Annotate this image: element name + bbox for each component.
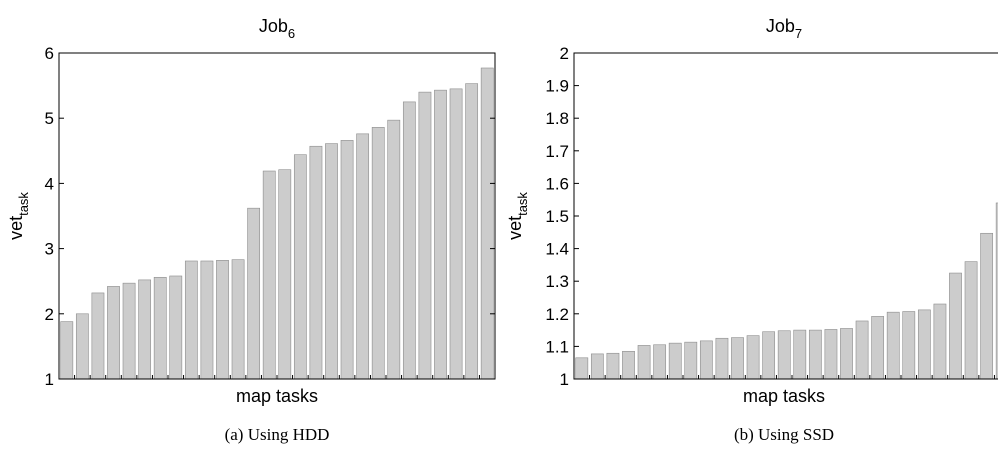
chart-ssd-title: Job7 — [766, 16, 802, 41]
chart-hdd-title-main: Job — [259, 16, 288, 36]
chart-hdd-bar — [449, 88, 463, 380]
chart-hdd-bar — [60, 321, 74, 380]
chart-ssd-y-tick-label: 1.9 — [545, 77, 569, 96]
chart-ssd-bar — [917, 309, 931, 380]
chart-hdd-bar — [309, 145, 323, 380]
chart-ssd-y-label-sub: task — [515, 192, 530, 216]
chart-ssd-y-tick-label: 1.7 — [545, 142, 569, 161]
chart-ssd-bar — [653, 344, 667, 380]
chart-ssd-y-tick-label: 1.3 — [545, 272, 569, 291]
chart-hdd-y-tick-label: 1 — [45, 370, 54, 389]
chart-ssd-bar — [575, 357, 589, 380]
chart-hdd-bar — [278, 169, 292, 380]
chart-hdd-title-sub: 6 — [288, 26, 295, 41]
chart-hdd-bar — [184, 260, 198, 380]
chart-ssd-bar — [699, 340, 713, 380]
chart-hdd-plot-frame — [58, 52, 496, 380]
chart-ssd-bars — [575, 202, 998, 380]
caption-hdd: (a) Using HDD — [224, 425, 330, 444]
chart-ssd-y-label-main: vet — [505, 216, 525, 240]
chart-ssd: Job7 1 1.1 1.2 1.3 1.4 1.5 1.6 1.7 1.8 1.9 2 map t… — [505, 16, 998, 406]
chart-hdd-bar — [387, 119, 401, 380]
chart-hdd-bar — [480, 67, 494, 380]
chart-hdd-bar — [325, 143, 338, 380]
chart-ssd-bar — [824, 329, 838, 380]
chart-ssd-bar — [949, 272, 962, 380]
chart-ssd-y-label: vettask — [505, 192, 530, 240]
chart-ssd-bar — [762, 331, 776, 380]
chart-hdd-y-tick-label: 2 — [45, 305, 54, 324]
chart-hdd-bar — [216, 260, 229, 380]
chart-ssd-bar — [622, 350, 635, 380]
chart-ssd-y-tick-label: 1.4 — [545, 240, 569, 259]
chart-ssd-bar — [980, 232, 994, 380]
chart-ssd-y-tick-label: 1.2 — [545, 305, 569, 324]
chart-hdd-y-label: vettask — [6, 192, 31, 240]
chart-hdd-y-label-main: vet — [6, 216, 26, 240]
chart-hdd-y-tick-label: 6 — [45, 44, 54, 63]
chart-hdd-bar — [465, 83, 479, 380]
chart-hdd-y-label-sub: task — [16, 192, 31, 216]
chart-ssd-bar — [793, 329, 807, 380]
caption-ssd: (b) Using SSD — [733, 425, 835, 444]
chart-hdd-bar — [293, 154, 307, 380]
chart-hdd-bar — [169, 275, 183, 380]
chart-hdd-y-tick-label: 5 — [45, 109, 54, 128]
chart-hdd-x-label: map tasks — [236, 386, 318, 406]
chart-ssd-bar — [902, 311, 916, 380]
chart-ssd-y-tick-label: 2 — [560, 44, 569, 63]
chart-ssd-bar — [606, 352, 620, 380]
chart-hdd-bar — [75, 313, 89, 380]
chart-ssd-bar — [886, 311, 900, 380]
chart-ssd-bar — [995, 202, 998, 380]
chart-ssd-bar — [684, 341, 698, 380]
chart-ssd-y-tick-label: 1.1 — [545, 337, 569, 356]
chart-hdd-bar — [434, 89, 447, 380]
chart-ssd-bar — [668, 342, 682, 380]
chart-ssd-title-main: Job — [766, 16, 795, 36]
chart-hdd-bar — [340, 140, 354, 380]
chart-hdd-bar — [107, 286, 120, 380]
chart-hdd-x-ticks — [74, 375, 480, 379]
chart-hdd-bar — [138, 279, 152, 380]
chart-hdd-bar — [402, 101, 416, 380]
chart-ssd-y-tick-label: 1.5 — [545, 207, 569, 226]
chart-ssd-bar — [637, 345, 651, 380]
chart-ssd-plot-frame — [573, 52, 998, 380]
chart-ssd-bar — [840, 328, 853, 380]
chart-ssd-x-ticks — [589, 375, 995, 379]
chart-hdd-bar — [122, 282, 136, 380]
chart-ssd-bar — [933, 303, 947, 380]
chart-ssd-bar — [731, 337, 744, 380]
chart-ssd-y-axis: 1 1.1 1.2 1.3 1.4 1.5 1.6 1.7 1.8 1.9 2 — [545, 44, 579, 389]
chart-hdd-bar — [247, 207, 261, 380]
chart-hdd-bar — [91, 292, 105, 380]
chart-ssd-bar — [855, 320, 869, 380]
chart-hdd-bar — [153, 276, 167, 380]
chart-ssd-bar — [964, 261, 978, 380]
chart-ssd-bar — [777, 330, 791, 380]
chart-hdd-bar — [231, 259, 245, 380]
chart-hdd-y-tick-label: 4 — [45, 174, 54, 193]
chart-ssd-title-sub: 7 — [795, 26, 802, 41]
chart-hdd-y-tick-label: 3 — [45, 240, 54, 259]
chart-ssd-bar — [590, 353, 604, 380]
chart-hdd-bar — [200, 260, 214, 380]
chart-hdd-bar — [371, 127, 385, 380]
chart-hdd-title: Job6 — [259, 16, 295, 41]
chart-hdd-bars — [60, 67, 494, 380]
chart-ssd-bar — [808, 329, 822, 380]
chart-ssd-y-tick-label: 1.6 — [545, 174, 569, 193]
chart-ssd-bar — [715, 337, 729, 380]
chart-hdd-bar — [418, 91, 432, 380]
chart-ssd-y-tick-label: 1 — [560, 370, 569, 389]
chart-ssd-bar — [746, 335, 760, 380]
chart-hdd-bar — [356, 133, 370, 380]
chart-ssd-bar — [871, 316, 885, 380]
chart-hdd-bar — [262, 170, 276, 380]
chart-ssd-y-tick-label: 1.8 — [545, 109, 569, 128]
chart-ssd-x-label: map tasks — [743, 386, 825, 406]
